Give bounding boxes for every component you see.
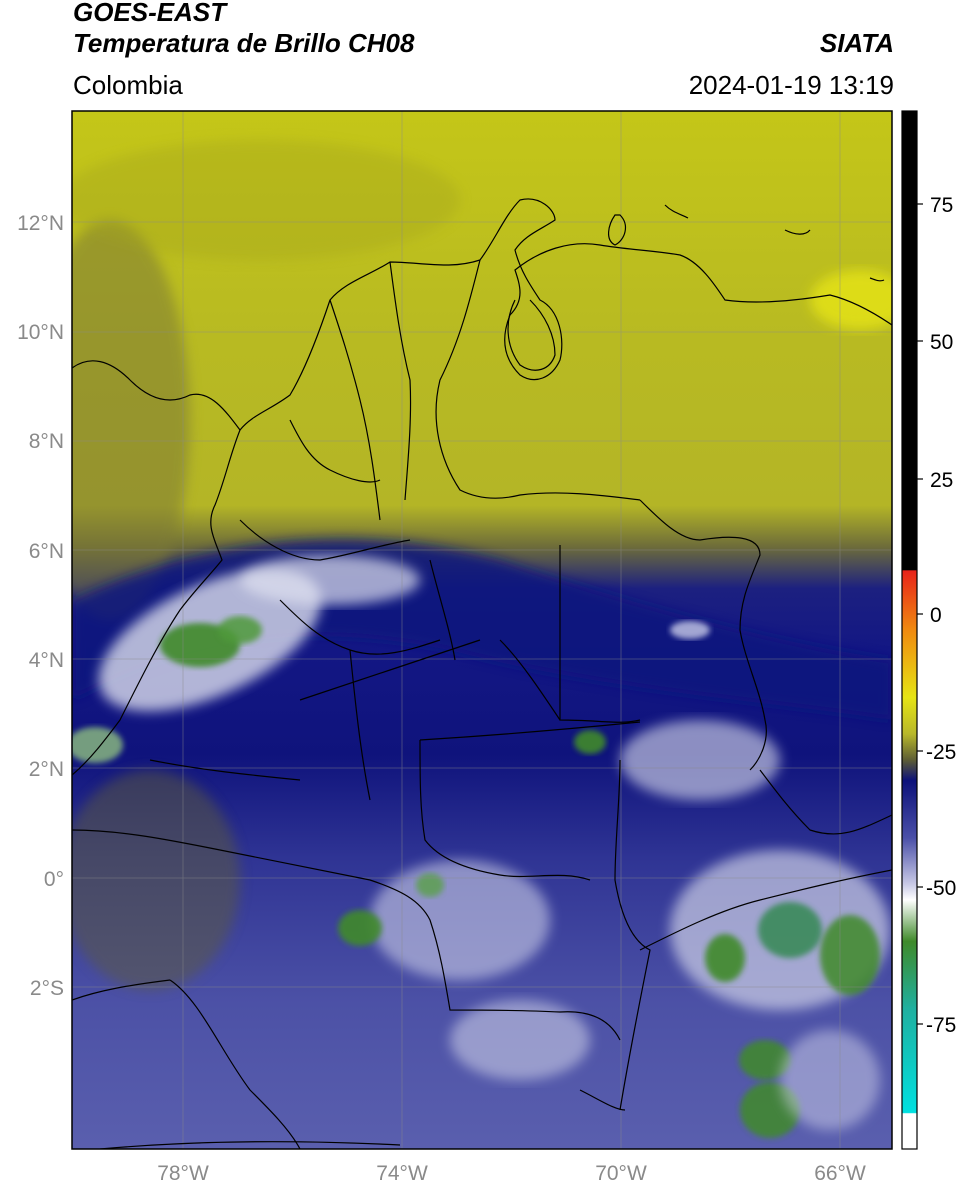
lat-label-2s: 2°S	[30, 977, 64, 1000]
lat-label-4n: 4°N	[29, 649, 64, 672]
colorbar-tick-minus75: -75	[926, 1014, 956, 1037]
colorbar-tick-50: 50	[930, 331, 953, 354]
lat-label-12n: 12°N	[17, 212, 64, 235]
lat-label-8n: 8°N	[29, 430, 64, 453]
lon-label-70w: 70°W	[595, 1162, 647, 1185]
product-title: GOES-EAST	[73, 0, 227, 27]
lat-label-0: 0°	[44, 868, 64, 891]
source-label: SIATA	[819, 28, 894, 58]
colorbar: 75 50 25 0 -25 -50 -75	[901, 110, 956, 1150]
colorbar-tick-25: 25	[930, 469, 953, 492]
lat-label-6n: 6°N	[29, 540, 64, 563]
datetime-label: 2024-01-19 13:19	[688, 70, 894, 100]
colorbar-tick-minus50: -50	[926, 877, 956, 900]
lat-label-2n: 2°N	[29, 758, 64, 781]
colorbar-tick-0: 0	[930, 604, 942, 627]
region-label: Colombia	[73, 70, 183, 100]
lon-label-66w: 66°W	[814, 1162, 866, 1185]
colorbar-tick-minus25: -25	[926, 741, 956, 764]
channel-title: Temperatura de Brillo CH08	[73, 28, 415, 58]
borders	[72, 198, 892, 1149]
colorbar-tick-75: 75	[930, 194, 953, 217]
lon-label-78w: 78°W	[157, 1162, 209, 1185]
brightness-temperature-image	[72, 111, 892, 1149]
lon-label-74w: 74°W	[376, 1162, 428, 1185]
lat-label-10n: 10°N	[17, 321, 64, 344]
